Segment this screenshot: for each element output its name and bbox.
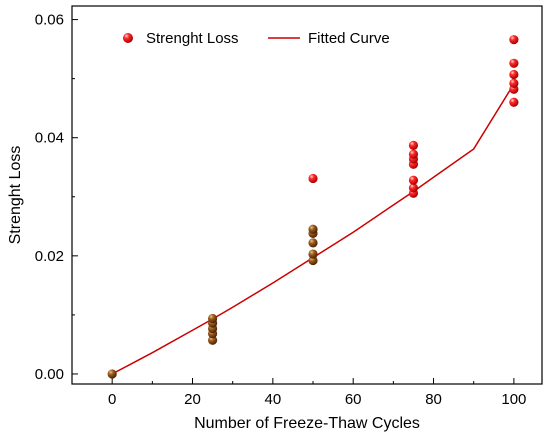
y-axis-ticks: 0.00 0.02 0.04 0.06 [35, 12, 78, 383]
data-point [408, 149, 419, 159]
legend: Strenght Loss Fitted Curve [123, 30, 390, 47]
legend-label-strength-loss: Strenght Loss [146, 30, 239, 47]
data-point [308, 249, 318, 259]
x-axis-title: Number of Freeze-Thaw Cycles [194, 415, 420, 432]
x-axis-ticks: 0 20 40 60 80 100 [108, 378, 526, 408]
data-point [509, 58, 519, 68]
x-tick-label: 40 [265, 391, 282, 408]
data-point [408, 140, 419, 150]
data-point [509, 97, 519, 107]
data-point [408, 175, 419, 185]
data-point [207, 313, 218, 324]
data-point [509, 78, 519, 88]
y-tick-label: 0.00 [35, 366, 64, 383]
y-axis-title: Strenght Loss [7, 146, 24, 245]
x-tick-label: 80 [425, 391, 442, 408]
data-point [308, 238, 318, 248]
data-point [308, 173, 318, 184]
data-point [509, 69, 519, 80]
x-tick-label: 0 [108, 391, 116, 408]
data-point [308, 224, 318, 234]
data-point [308, 255, 318, 266]
x-tick-label: 60 [345, 391, 362, 408]
x-tick-label: 100 [501, 391, 526, 408]
scatter-points-layer [107, 35, 519, 379]
legend-label-fitted-curve: Fitted Curve [308, 30, 390, 47]
y-tick-label: 0.02 [35, 248, 64, 265]
data-point [509, 35, 519, 45]
data-point [107, 369, 117, 379]
data-point [207, 335, 218, 345]
y-tick-label: 0.04 [35, 130, 64, 147]
x-tick-label: 20 [184, 391, 201, 408]
y-tick-label: 0.06 [35, 12, 64, 29]
plot-area [71, 5, 543, 385]
legend-marker-strength-loss [123, 33, 133, 43]
data-point [408, 183, 419, 193]
